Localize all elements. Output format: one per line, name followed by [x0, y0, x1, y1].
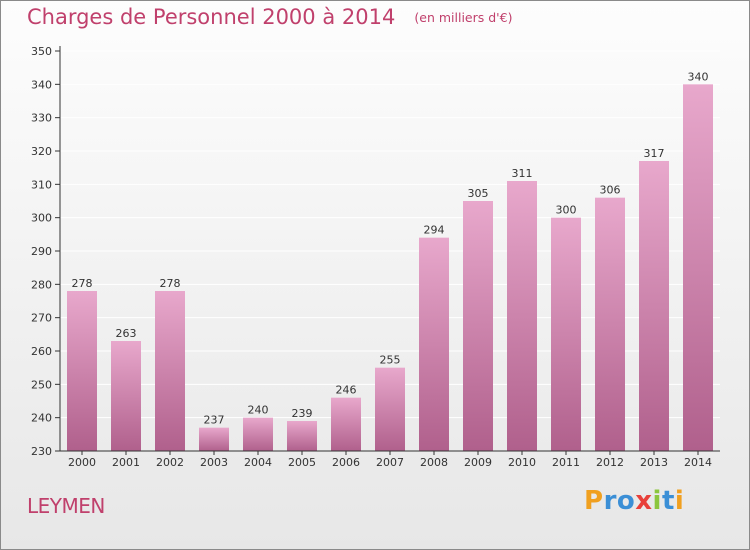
y-tick-label: 230	[31, 445, 52, 458]
data-label: 305	[468, 187, 489, 200]
data-label: 278	[72, 277, 93, 290]
x-tick-label: 2011	[552, 456, 580, 469]
bar-2003	[199, 427, 229, 451]
logo-letter: o	[616, 486, 636, 516]
bar-2004	[243, 417, 273, 451]
data-label: 240	[248, 404, 269, 417]
y-tick-label: 280	[31, 278, 52, 291]
data-label: 255	[380, 354, 401, 367]
bars	[67, 84, 713, 451]
data-label: 340	[688, 70, 709, 83]
data-label: 300	[556, 204, 577, 217]
logo-letter: t	[661, 486, 675, 516]
logo-letter: P	[584, 486, 604, 516]
x-tick-label: 2008	[420, 456, 448, 469]
x-tick-label: 2003	[200, 456, 228, 469]
data-label: 263	[116, 327, 137, 340]
x-tick-label: 2004	[244, 456, 272, 469]
bar-2002	[155, 291, 185, 451]
x-tick-label: 2001	[112, 456, 140, 469]
bar-2014	[683, 84, 713, 451]
y-tick-label: 270	[31, 312, 52, 325]
bar-2012	[595, 197, 625, 451]
x-tick-label: 2005	[288, 456, 316, 469]
x-tick-label: 2012	[596, 456, 624, 469]
logo-letter: i	[652, 486, 662, 516]
y-tick-label: 260	[31, 345, 52, 358]
y-tick-label: 250	[31, 378, 52, 391]
bar-2007	[375, 367, 405, 451]
bar-2008	[419, 237, 449, 451]
bar-2005	[287, 421, 317, 451]
x-tick-label: 2010	[508, 456, 536, 469]
y-tick-label: 240	[31, 412, 52, 425]
x-tick-label: 2014	[684, 456, 712, 469]
y-tick-label: 350	[31, 45, 52, 58]
y-tick-label: 330	[31, 112, 52, 125]
chart-header: Charges de Personnel 2000 à 2014 (en mil…	[27, 5, 512, 29]
data-label: 237	[204, 414, 225, 427]
bar-2013	[639, 161, 669, 451]
data-label: 294	[424, 224, 445, 237]
city-name: LEYMEN	[27, 494, 105, 518]
x-tick-label: 2009	[464, 456, 492, 469]
chart-title: Charges de Personnel 2000 à 2014	[27, 5, 396, 29]
x-tick-label: 2002	[156, 456, 184, 469]
chart-subtitle: (en milliers d'€)	[414, 10, 513, 25]
y-tick-label: 340	[31, 78, 52, 91]
y-tick-label: 290	[31, 245, 52, 258]
y-tick-label: 310	[31, 178, 52, 191]
logo-letter: r	[603, 486, 617, 516]
y-tick-label: 300	[31, 212, 52, 225]
bar-2010	[507, 181, 537, 451]
y-tick-label: 320	[31, 145, 52, 158]
data-label: 278	[160, 277, 181, 290]
labels: 230 240 250 260 270 280 290 300 310 320 330 340 350 2…	[31, 45, 712, 469]
bar-2006	[331, 397, 361, 451]
logo-letter: x	[635, 486, 653, 516]
logo-letter: i	[674, 486, 685, 516]
data-label: 246	[336, 384, 357, 397]
x-tick-label: 2007	[376, 456, 404, 469]
axes	[55, 46, 720, 455]
proxiti-logo: Proxiti	[584, 486, 684, 516]
bar-2001	[111, 341, 141, 451]
x-tick-label: 2013	[640, 456, 668, 469]
data-label: 306	[600, 184, 621, 197]
data-label: 317	[644, 147, 665, 160]
x-tick-label: 2006	[332, 456, 360, 469]
bar-2009	[463, 201, 493, 451]
data-label: 239	[292, 407, 313, 420]
data-label: 311	[512, 167, 533, 180]
bar-2011	[551, 217, 581, 451]
x-tick-label: 2000	[68, 456, 96, 469]
bar-2000	[67, 291, 97, 451]
